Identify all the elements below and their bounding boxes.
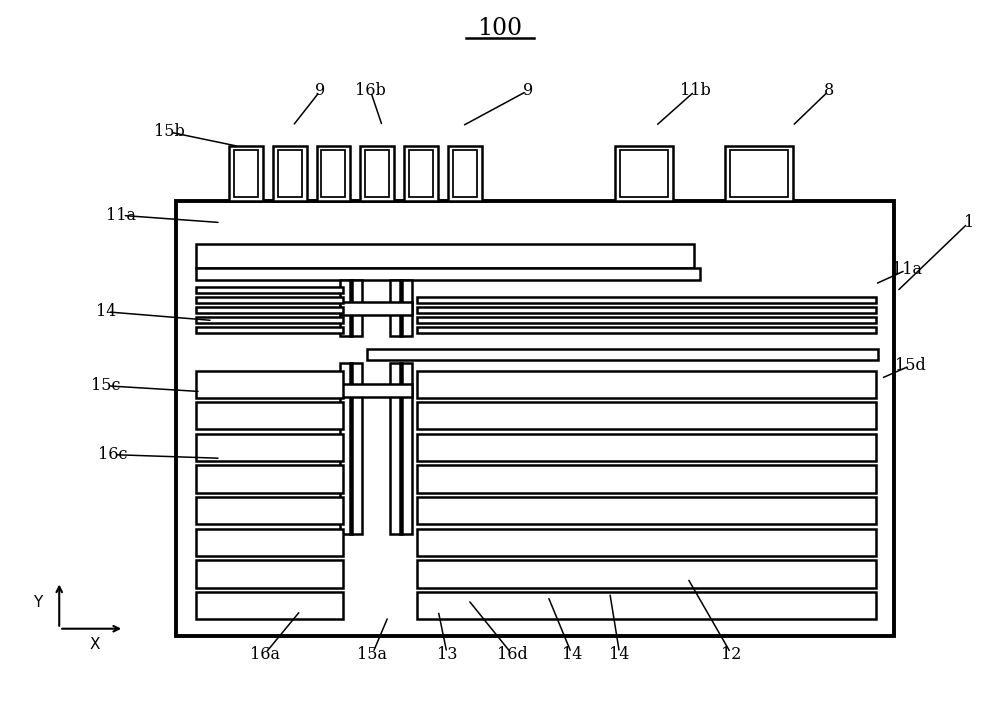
Bar xyxy=(196,307,343,313)
Text: 15a: 15a xyxy=(357,646,387,662)
Bar xyxy=(196,327,343,333)
Bar xyxy=(417,561,876,587)
Bar xyxy=(417,592,876,620)
Bar xyxy=(273,146,307,201)
Bar xyxy=(417,317,876,323)
Text: 8: 8 xyxy=(824,82,834,99)
Text: 9: 9 xyxy=(523,82,533,99)
Text: Y: Y xyxy=(33,596,42,610)
Bar xyxy=(196,592,343,620)
Bar xyxy=(390,280,412,336)
Bar xyxy=(367,349,878,360)
Bar xyxy=(409,150,433,197)
Bar xyxy=(196,497,343,524)
Bar xyxy=(400,280,402,336)
Text: 1: 1 xyxy=(964,214,974,231)
Bar xyxy=(417,465,876,493)
Text: 15d: 15d xyxy=(895,357,926,374)
Bar xyxy=(234,150,258,197)
Bar xyxy=(176,201,894,636)
Text: 11b: 11b xyxy=(680,82,711,99)
Text: 13: 13 xyxy=(437,646,457,662)
Bar xyxy=(196,317,343,323)
Bar xyxy=(615,146,673,201)
Text: 14: 14 xyxy=(609,646,630,662)
Bar xyxy=(390,363,412,534)
Text: 11a: 11a xyxy=(106,207,136,223)
Bar xyxy=(417,529,876,556)
Bar xyxy=(400,363,402,534)
Bar xyxy=(196,402,343,430)
Bar xyxy=(448,146,482,201)
Bar xyxy=(196,245,694,269)
Bar xyxy=(196,434,343,461)
Bar xyxy=(453,150,477,197)
Text: 16b: 16b xyxy=(355,82,386,99)
Text: 11a: 11a xyxy=(892,261,922,278)
Bar xyxy=(340,363,362,534)
Bar xyxy=(317,146,350,201)
Text: 9: 9 xyxy=(315,82,326,99)
Text: 12: 12 xyxy=(721,646,742,662)
Bar xyxy=(725,146,793,201)
Text: 16a: 16a xyxy=(250,646,280,662)
Bar xyxy=(196,287,343,293)
Bar xyxy=(350,363,352,534)
Bar xyxy=(730,150,788,197)
Bar xyxy=(350,280,352,336)
Bar xyxy=(340,301,412,314)
Bar xyxy=(196,465,343,493)
Bar xyxy=(321,150,345,197)
Bar xyxy=(196,561,343,587)
Bar xyxy=(196,297,343,304)
Text: 14: 14 xyxy=(96,304,116,320)
Bar xyxy=(196,371,343,397)
Bar xyxy=(196,529,343,556)
Text: 15c: 15c xyxy=(91,377,121,395)
Text: 15b: 15b xyxy=(154,124,184,141)
Bar xyxy=(417,327,876,333)
Bar xyxy=(417,371,876,397)
Bar xyxy=(360,146,394,201)
Bar xyxy=(417,297,876,304)
Text: 16c: 16c xyxy=(98,446,128,463)
Text: X: X xyxy=(90,637,100,652)
Bar xyxy=(620,150,668,197)
Text: 14: 14 xyxy=(562,646,582,662)
Bar xyxy=(404,146,438,201)
Text: 16d: 16d xyxy=(497,646,527,662)
Bar xyxy=(278,150,302,197)
Bar xyxy=(196,269,700,280)
Bar xyxy=(417,497,876,524)
Bar xyxy=(417,307,876,313)
Bar xyxy=(417,434,876,461)
Bar xyxy=(340,280,362,336)
Bar xyxy=(417,402,876,430)
Text: 100: 100 xyxy=(477,17,523,40)
Bar xyxy=(340,384,412,397)
Bar xyxy=(229,146,263,201)
Bar xyxy=(365,150,389,197)
